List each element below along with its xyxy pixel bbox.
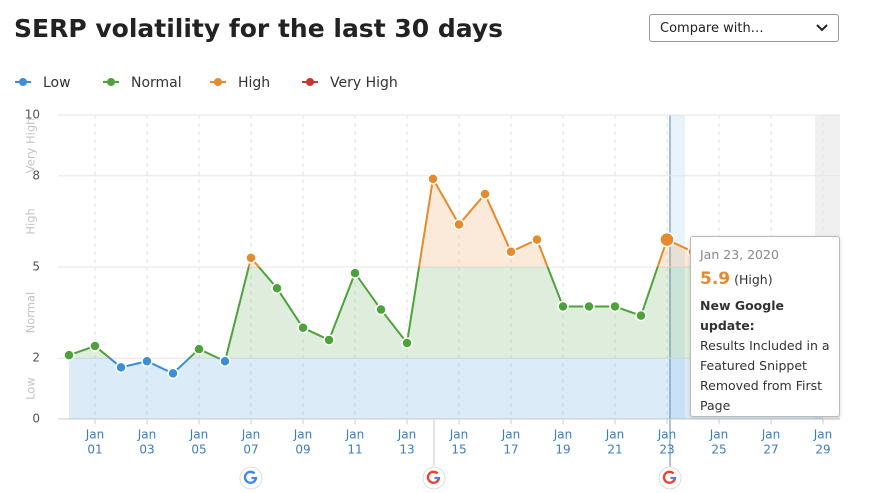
x-tick-label: Jan [397, 428, 417, 442]
area [69, 178, 823, 419]
google-update-icon [239, 466, 263, 490]
point [635, 309, 647, 322]
point [349, 267, 361, 279]
point [557, 300, 569, 313]
point [297, 322, 309, 334]
point [659, 231, 675, 248]
x-tick-label: 05 [191, 443, 206, 457]
x-tick-label: 25 [711, 443, 726, 457]
x-tick-label: Jan [761, 428, 781, 442]
x-tick-label: 03 [139, 443, 154, 457]
x-tick-label: Jan [137, 428, 157, 442]
band-label: Low [24, 377, 38, 400]
chevron [816, 24, 828, 32]
point [453, 218, 465, 231]
compare-dropdown[interactable]: Compare with… [649, 14, 839, 42]
x-tick-label: Jan [501, 428, 521, 442]
point [505, 246, 517, 258]
y-tick-label: 8 [32, 168, 40, 182]
google-update-icon [422, 466, 446, 490]
x-tick-label: 09 [295, 443, 310, 457]
page-title: SERP volatility for the last 30 days [14, 14, 503, 43]
point [479, 188, 491, 200]
x-tick-label: Jan [657, 428, 677, 442]
tooltip: Jan 23, 2020 5.9 (High) New Google updat… [690, 236, 840, 417]
tooltip-level: (High) [734, 272, 773, 287]
x-tick-label: Jan [553, 428, 573, 442]
compare-text: Compare with… [660, 20, 764, 36]
point [583, 300, 595, 313]
x-tick-label: Jan [605, 428, 625, 442]
legend-swatch-dot [306, 78, 314, 86]
x-tick-label: Jan [85, 428, 105, 442]
legend-label: High [238, 75, 270, 91]
x-tick-label: Jan [813, 428, 833, 442]
band-label: Normal [24, 292, 38, 334]
band-label: Very High [24, 118, 38, 174]
legend-swatch-dot [19, 78, 27, 86]
x-tick-label: 13 [399, 443, 414, 457]
point [427, 173, 439, 185]
point [609, 300, 621, 313]
x-tick-label: 07 [243, 443, 258, 457]
point [115, 361, 127, 374]
point [141, 355, 153, 367]
y-tick-label: 10 [25, 108, 40, 122]
google-update-icon [658, 466, 682, 490]
x-tick-label: Jan [709, 428, 729, 442]
tooltip-update-title: New Google update: [700, 298, 784, 333]
point [89, 340, 101, 352]
x-tick-label: Jan [293, 428, 313, 442]
legend-label: Normal [131, 75, 182, 91]
x-tick-label: Jan [449, 428, 469, 442]
x-tick-label: 29 [815, 443, 830, 457]
x-tick-label: 11 [347, 443, 362, 457]
legend-label: Very High [330, 75, 398, 91]
x-tick-label: 23 [659, 443, 674, 457]
x-tick-label: Jan [345, 428, 365, 442]
legend-swatch-dot [107, 78, 115, 86]
point [193, 343, 205, 355]
band-label: High [24, 208, 38, 234]
tooltip-date: Jan 23, 2020 [700, 247, 779, 262]
x-tick-label: Jan [189, 428, 209, 442]
point [271, 282, 283, 295]
point [401, 337, 413, 349]
x-tick-label: 15 [451, 443, 466, 457]
tooltip-value: 5.9 [700, 269, 731, 289]
y-tick-label: 2 [32, 351, 40, 365]
y-tick-label: 5 [32, 260, 40, 274]
tooltip-update-text: Results Included in a Featured Snippet R… [700, 338, 830, 413]
x-tick-label: 21 [607, 443, 622, 457]
x-tick-label: 01 [87, 443, 102, 457]
point [63, 349, 75, 361]
legend-swatch-dot [214, 78, 222, 86]
x-tick-label: 19 [555, 443, 570, 457]
point [323, 334, 335, 346]
x-tick-label: Jan [241, 428, 261, 442]
point [375, 303, 387, 316]
x-tick-label: 27 [763, 443, 778, 457]
x-tick-label: 17 [503, 443, 518, 457]
point [167, 367, 179, 380]
y-tick-label: 0 [32, 412, 40, 426]
legend-label: Low [43, 75, 71, 91]
point [219, 355, 231, 367]
point [245, 252, 257, 264]
point [531, 233, 543, 246]
